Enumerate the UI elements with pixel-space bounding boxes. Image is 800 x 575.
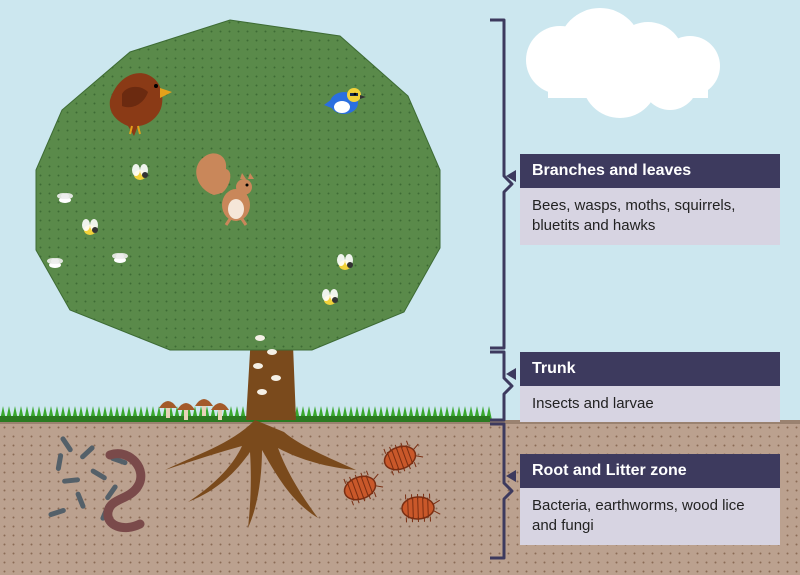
label-branches-desc: Bees, wasps, moths, squirrels, bluetits … <box>520 188 780 245</box>
diagram-stage: Branches and leaves Bees, wasps, moths, … <box>0 0 800 575</box>
label-branches: Branches and leaves Bees, wasps, moths, … <box>520 154 780 245</box>
label-root-desc: Bacteria, earthworms, wood lice and fung… <box>520 488 780 545</box>
label-root: Root and Litter zone Bacteria, earthworm… <box>520 454 780 545</box>
label-trunk-desc: Insects and larvae <box>520 386 780 422</box>
label-root-title: Root and Litter zone <box>520 454 780 488</box>
label-trunk-title: Trunk <box>520 352 780 386</box>
label-trunk: Trunk Insects and larvae <box>520 352 780 422</box>
label-branches-title: Branches and leaves <box>520 154 780 188</box>
